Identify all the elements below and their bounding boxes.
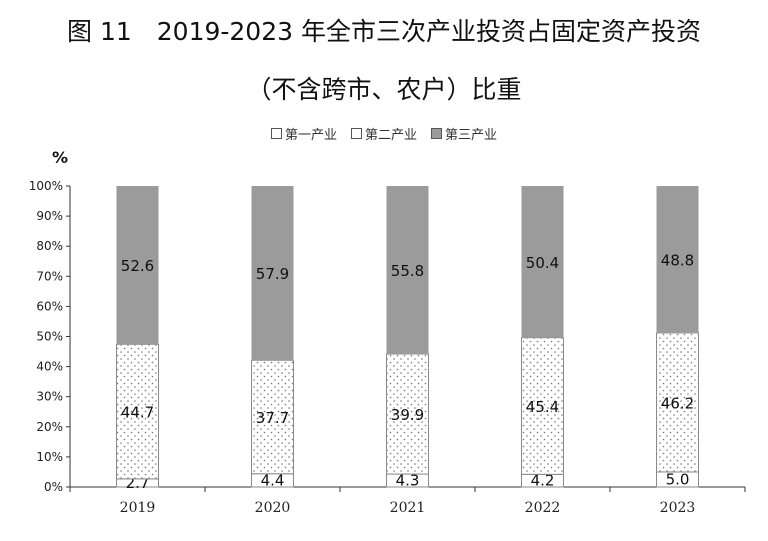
y-tick-label: 30% [36,390,63,404]
y-tick-label: 100% [29,179,63,193]
data-label: 55.8 [391,262,424,280]
legend-item-tertiary: 第三产业 [431,124,497,143]
legend-label-tertiary: 第三产业 [445,128,498,143]
data-label: 45.4 [526,398,559,416]
bar-segment [386,353,429,475]
data-label: 50.4 [526,254,559,272]
x-tick-label: 2023 [660,500,696,516]
x-tick-label: 2022 [525,500,561,516]
bar-segment [251,359,294,475]
bar-segment [386,186,429,354]
y-tick-label: 20% [36,420,63,434]
bar-segment [521,186,564,338]
data-label: 44.7 [121,404,154,422]
bar-segment [656,186,699,333]
data-label: 46.2 [661,394,694,412]
y-tick-label: 10% [36,450,63,464]
legend-swatch-secondary [350,128,362,139]
chart-title: 图 11 2019-2023 年全市三次产业投资占固定资产投资 [67,17,701,46]
y-tick-label: 70% [36,269,63,283]
y-tick-label: 0% [44,480,63,494]
data-label: 48.8 [661,251,694,269]
y-axis-unit: % [52,148,69,167]
x-tick-label: 2020 [255,500,291,516]
data-label: 4.3 [396,472,420,490]
legend-item-secondary: 第二产业 [350,124,417,143]
chart-subtitle: （不含跨市、农户）比重 [246,75,522,104]
bar-segment [116,186,159,345]
y-tick-label: 90% [36,209,63,223]
y-tick-label: 60% [36,299,63,313]
data-label: 52.6 [121,257,154,275]
data-label: 5.0 [666,470,690,488]
bar-segment [521,337,564,475]
legend-swatch-tertiary [431,128,442,139]
x-tick-label: 2019 [120,500,156,516]
legend-label-secondary: 第二产业 [364,128,417,143]
legend-label-primary: 第一产业 [284,128,337,143]
bar-segment [116,343,159,480]
data-label: 4.4 [261,471,285,489]
data-label: 37.7 [256,409,289,427]
legend: 第一产业 第二产业 第三产业 [0,124,768,143]
legend-swatch-primary [270,128,282,139]
y-tick-label: 80% [36,239,63,253]
data-label: 4.2 [531,472,555,490]
data-label: 39.9 [391,406,424,424]
data-label: 57.9 [256,265,289,283]
y-tick-label: 40% [36,360,63,374]
legend-item-primary: 第一产业 [270,124,337,143]
bar-segment [251,186,294,361]
bar-segment [656,332,699,473]
x-tick-label: 2021 [390,500,426,516]
plot-area: 0%10%20%30%40%50%60%70%80%90%100%2.744.7… [29,179,746,516]
y-tick-label: 50% [36,330,63,344]
